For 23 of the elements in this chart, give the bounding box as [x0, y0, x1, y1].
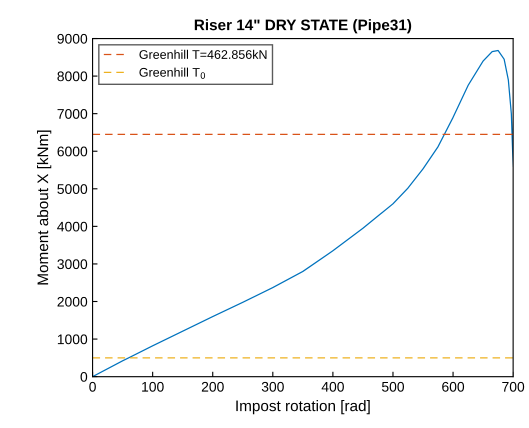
chart-title: Riser 14" DRY STATE (Pipe31) — [194, 19, 412, 34]
x-axis-title: Impost rotation [rad] — [236, 400, 370, 414]
x-tick-label: 0 — [89, 382, 96, 392]
y-tick-label: 3000 — [57, 259, 88, 270]
y-tick-label: 0 — [80, 372, 88, 382]
y-tick-label: 2000 — [58, 296, 88, 307]
legend-label: Greenhill T=462.856kN — [139, 50, 266, 59]
y-tick-label: 4000 — [57, 222, 88, 232]
x-tick-label: 400 — [322, 382, 344, 392]
x-tick-label: 600 — [442, 382, 464, 392]
y-tick-label: 1000 — [58, 334, 88, 344]
x-tick-label: 100 — [142, 382, 164, 392]
y-tick-label: 9000 — [57, 34, 88, 44]
y-axis-title: Moment about X [kNm] — [37, 130, 52, 284]
x-tick-label: 300 — [262, 382, 284, 392]
y-tick-label: 8000 — [57, 71, 88, 82]
x-tick-label: 700 — [502, 382, 524, 392]
y-tick-label: 5000 — [57, 184, 88, 194]
y-tick-label: 6000 — [58, 146, 88, 156]
y-tick-label: 7000 — [58, 108, 88, 119]
legend-label: Greenhill T$_{0}$ — [139, 68, 206, 79]
x-tick-label: 200 — [202, 382, 224, 392]
x-tick-label: 500 — [382, 382, 404, 392]
